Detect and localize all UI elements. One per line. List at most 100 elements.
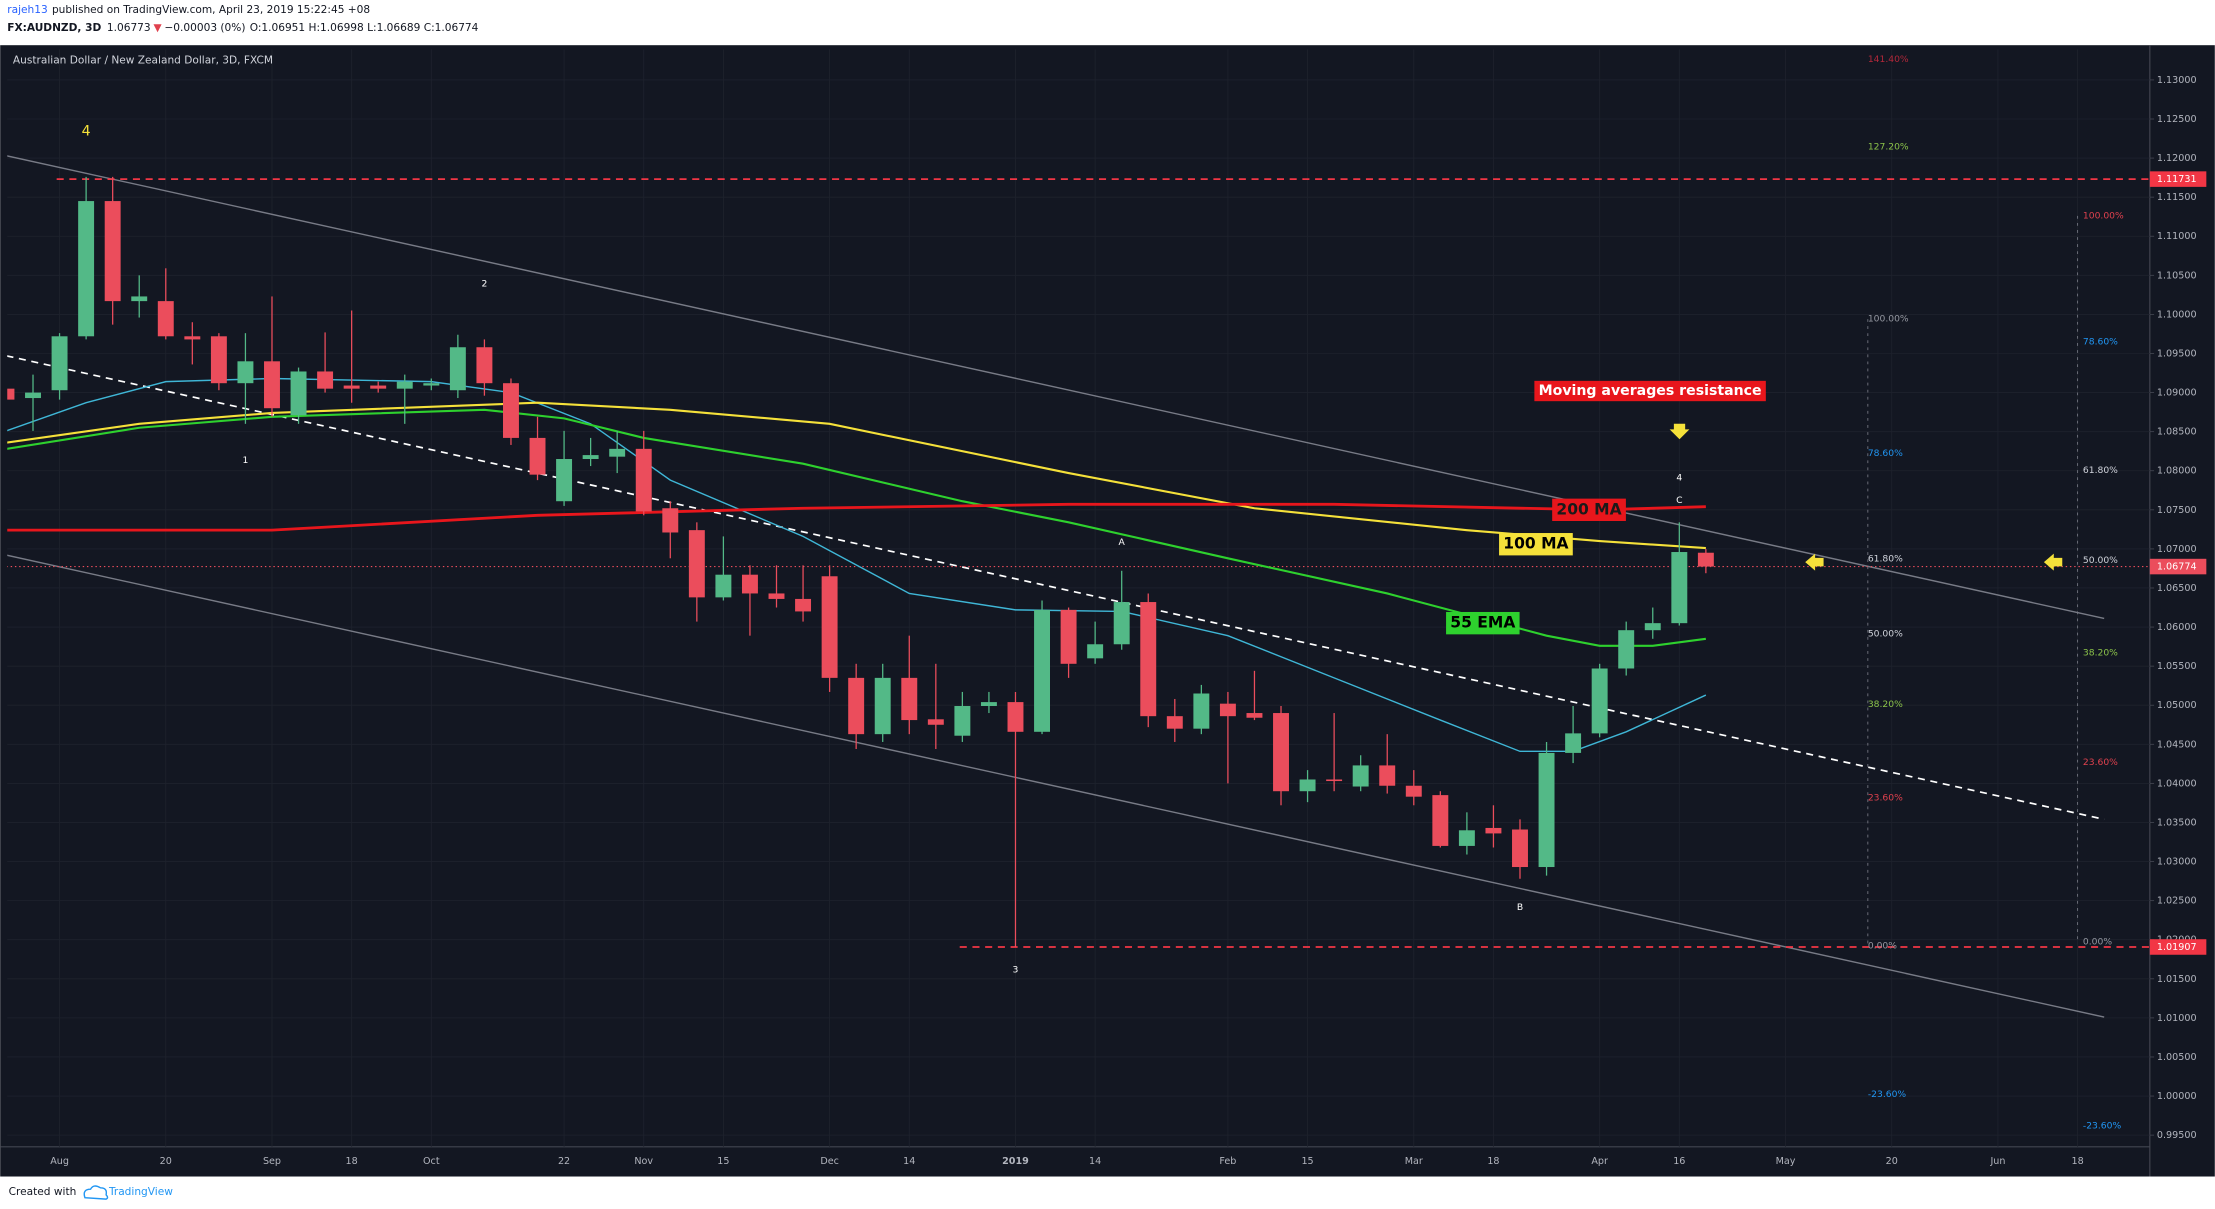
price-label: 1.11731 (2157, 174, 2197, 185)
logo (83, 1185, 109, 1200)
x-tick-label: 15 (1301, 1156, 1313, 1167)
y-tick-label: 1.03500 (2157, 817, 2197, 828)
candle-body (290, 371, 307, 416)
y-tick-label: 1.02500 (2157, 896, 2197, 907)
candle-body (1219, 703, 1236, 717)
candle-body (396, 381, 413, 389)
header-line-2: FX:AUDNZD, 3D 1.06773 ▼ −0.00003 (0%) O:1.06… (7, 22, 478, 34)
candle-body (1166, 716, 1183, 729)
y-tick-label: 1.11500 (2157, 192, 2197, 203)
price-label-bg (2149, 171, 2207, 187)
x-tick-label: Oct (423, 1156, 440, 1167)
candle-body (7, 388, 15, 400)
moving-average (7, 408, 1707, 647)
candle-body (901, 677, 918, 721)
x-tick-label: 14 (1089, 1156, 1101, 1167)
x-tick-label: 14 (903, 1156, 915, 1167)
x-tick-label: Sep (263, 1156, 281, 1167)
annotation: C (1676, 495, 1682, 506)
annotation: 50.00% (2083, 555, 2118, 566)
label-box-text: 55 EMA (1450, 614, 1515, 632)
candle-body (78, 201, 95, 337)
x-tick-label: Aug (50, 1156, 69, 1167)
footer-brand: TradingView (108, 1186, 173, 1198)
x-tick-label: 22 (558, 1156, 570, 1167)
candle-body (343, 385, 360, 389)
change: −0.00003 (0%) (164, 22, 245, 34)
candle-body (874, 677, 891, 735)
candle-body (184, 336, 201, 340)
y-tick-label: 1.06000 (2157, 622, 2197, 633)
candle-body (609, 448, 626, 457)
annotation: 0.00% (1868, 940, 1897, 951)
y-tick-label: 1.07500 (2157, 505, 2197, 516)
x-tick-label: Feb (1219, 1156, 1236, 1167)
overlay: 141.40% 127.20% 100.00% 100.00% 78.60% 78.60%… (82, 54, 2124, 1131)
annotation: 38.20% (1868, 699, 1903, 710)
chart-title: Australian Dollar / New Zealand Dollar, … (13, 55, 273, 67)
label-box-text: 100 MA (1503, 535, 1568, 553)
annotation: 2 (481, 278, 487, 289)
candle-body (1246, 713, 1263, 718)
x-tick-label: 15 (717, 1156, 729, 1167)
x-tick-label: 18 (1487, 1156, 1499, 1167)
arrows (1669, 423, 2063, 571)
header-line-1: rajeh13 published on TradingView.com, Apr… (7, 4, 370, 16)
candle-body (1007, 702, 1024, 732)
x-tick-label: 20 (1886, 1156, 1898, 1167)
candle-body (104, 201, 121, 302)
candle-body (1193, 693, 1210, 729)
price-label: 1.01907 (2157, 942, 2197, 953)
annotation: B (1517, 902, 1523, 913)
candle-body (237, 361, 254, 384)
label-box-bg (1499, 533, 1573, 556)
y-tick-label: 1.10000 (2157, 309, 2197, 320)
candle-body (1485, 827, 1502, 834)
candle-body (503, 383, 519, 438)
candle-body (1591, 668, 1608, 734)
candle-body (1538, 752, 1555, 868)
candle-body (980, 702, 997, 707)
candle-body (954, 706, 971, 736)
candle-body (25, 392, 41, 399)
candle-body (317, 371, 334, 389)
left-arrow (1805, 553, 1824, 571)
label-box: 200 MA (1552, 498, 1626, 522)
candle-body (157, 301, 174, 337)
annotation: 23.60% (1868, 793, 1903, 804)
y-tick-label: 1.08500 (2157, 427, 2197, 438)
price-label-bg (2149, 558, 2207, 575)
y-tick-label: 1.00500 (2157, 1052, 2197, 1063)
candle-body (51, 336, 68, 391)
y-tick-label: 1.04000 (2157, 778, 2197, 789)
annotation: 23.60% (2083, 757, 2118, 768)
trend-line (7, 155, 2105, 620)
trend-line (7, 355, 2105, 821)
grid (7, 49, 2150, 1147)
y-tick-label: 1.05500 (2157, 661, 2197, 672)
y-tick-label: 1.12000 (2157, 153, 2197, 164)
x-tick-label: Mar (1405, 1156, 1423, 1167)
annotation: 141.40% (1868, 54, 1909, 65)
price-label: 1.06774 (2157, 562, 2197, 573)
candle-body (556, 459, 573, 502)
candle-body (1697, 552, 1714, 567)
candle-body (1113, 602, 1130, 645)
x-tick-label: Jun (1989, 1156, 2005, 1167)
y-tick-label: 1.00000 (2157, 1091, 2197, 1102)
y-tick-label: 1.13000 (2157, 75, 2197, 86)
candle-body (688, 530, 705, 598)
candle-body (1060, 609, 1077, 664)
candle-body (795, 598, 812, 612)
annotation: 38.20% (2083, 647, 2118, 658)
y-tick-label: 0.99500 (2157, 1130, 2197, 1141)
candle-body (1273, 713, 1289, 792)
y-tick-label: 1.09500 (2157, 348, 2197, 359)
candle-body (1618, 630, 1635, 669)
candle-body (1379, 765, 1396, 786)
y-tick-label: 1.11000 (2157, 231, 2197, 242)
y-tick-label: 1.01500 (2157, 974, 2197, 985)
annotation: 4 (1676, 472, 1682, 483)
y-tick-label: 1.10500 (2157, 270, 2197, 281)
